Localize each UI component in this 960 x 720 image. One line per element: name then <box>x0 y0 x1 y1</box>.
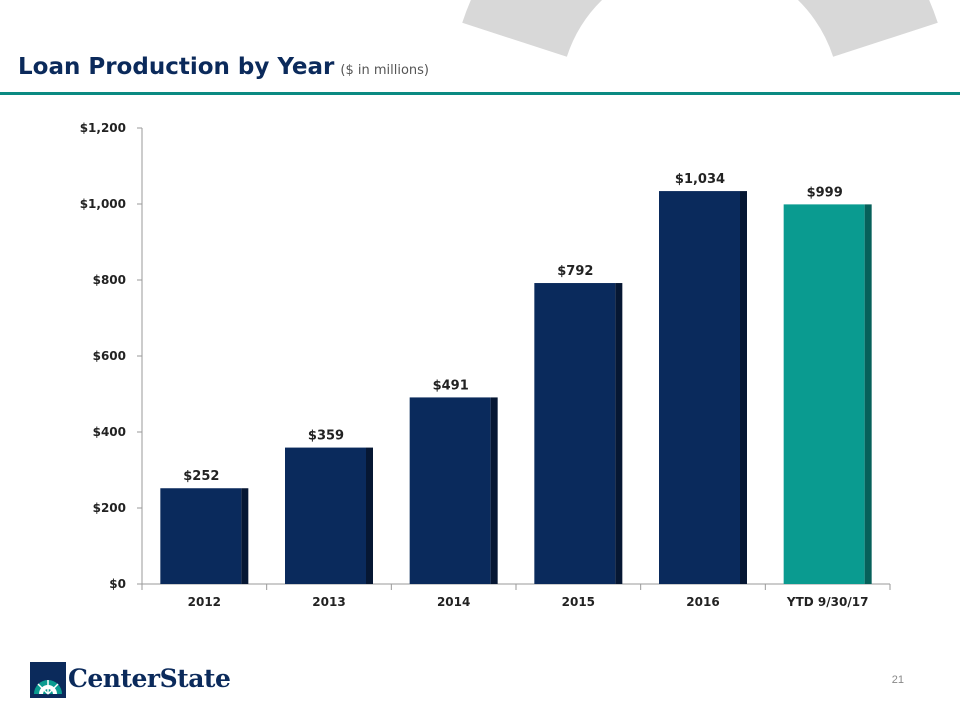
y-tick-label: $1,200 <box>80 121 126 135</box>
bar-side-shadow <box>740 191 747 584</box>
background-arc-segment <box>462 0 603 57</box>
bar-side-shadow <box>366 447 373 584</box>
data-label: $252 <box>183 469 219 484</box>
data-label: $359 <box>308 429 344 444</box>
title-row: Loan Production by Year ($ in millions) <box>18 54 429 80</box>
x-tick-label: 2013 <box>312 595 345 609</box>
bar <box>534 283 616 584</box>
y-tick-label: $600 <box>93 349 126 363</box>
data-label: $999 <box>807 185 843 200</box>
x-tick-label: YTD 9/30/17 <box>786 595 869 609</box>
bar <box>409 397 491 584</box>
data-label: $491 <box>433 378 469 393</box>
y-tick-label: $1,000 <box>80 197 126 211</box>
page-title: Loan Production by Year <box>18 54 335 80</box>
bar <box>160 488 242 584</box>
x-tick-label: 2012 <box>188 595 221 609</box>
bar-side-shadow <box>864 204 872 584</box>
bar <box>659 191 740 584</box>
x-tick-label: 2016 <box>686 595 719 609</box>
logo-icon <box>30 662 66 698</box>
x-tick-label: 2015 <box>562 595 595 609</box>
logo-wordmark: CenterState <box>68 664 231 693</box>
x-tick-label: 2014 <box>437 595 470 609</box>
data-label: $1,034 <box>675 172 725 187</box>
page-number: 21 <box>891 674 904 686</box>
background-arc-segment <box>797 0 938 57</box>
bar-side-shadow <box>490 397 498 584</box>
bar <box>783 204 865 584</box>
bar-side-shadow <box>241 488 249 584</box>
page-subtitle: ($ in millions) <box>340 63 429 78</box>
data-label: $792 <box>557 264 593 279</box>
bar-side-shadow <box>615 283 623 584</box>
y-tick-label: $0 <box>109 577 126 591</box>
centerstate-logo: CenterState <box>30 662 231 698</box>
title-divider <box>0 92 960 95</box>
bar <box>285 447 366 584</box>
y-tick-label: $200 <box>93 501 126 515</box>
y-tick-label: $400 <box>93 425 126 439</box>
y-tick-label: $800 <box>93 273 126 287</box>
